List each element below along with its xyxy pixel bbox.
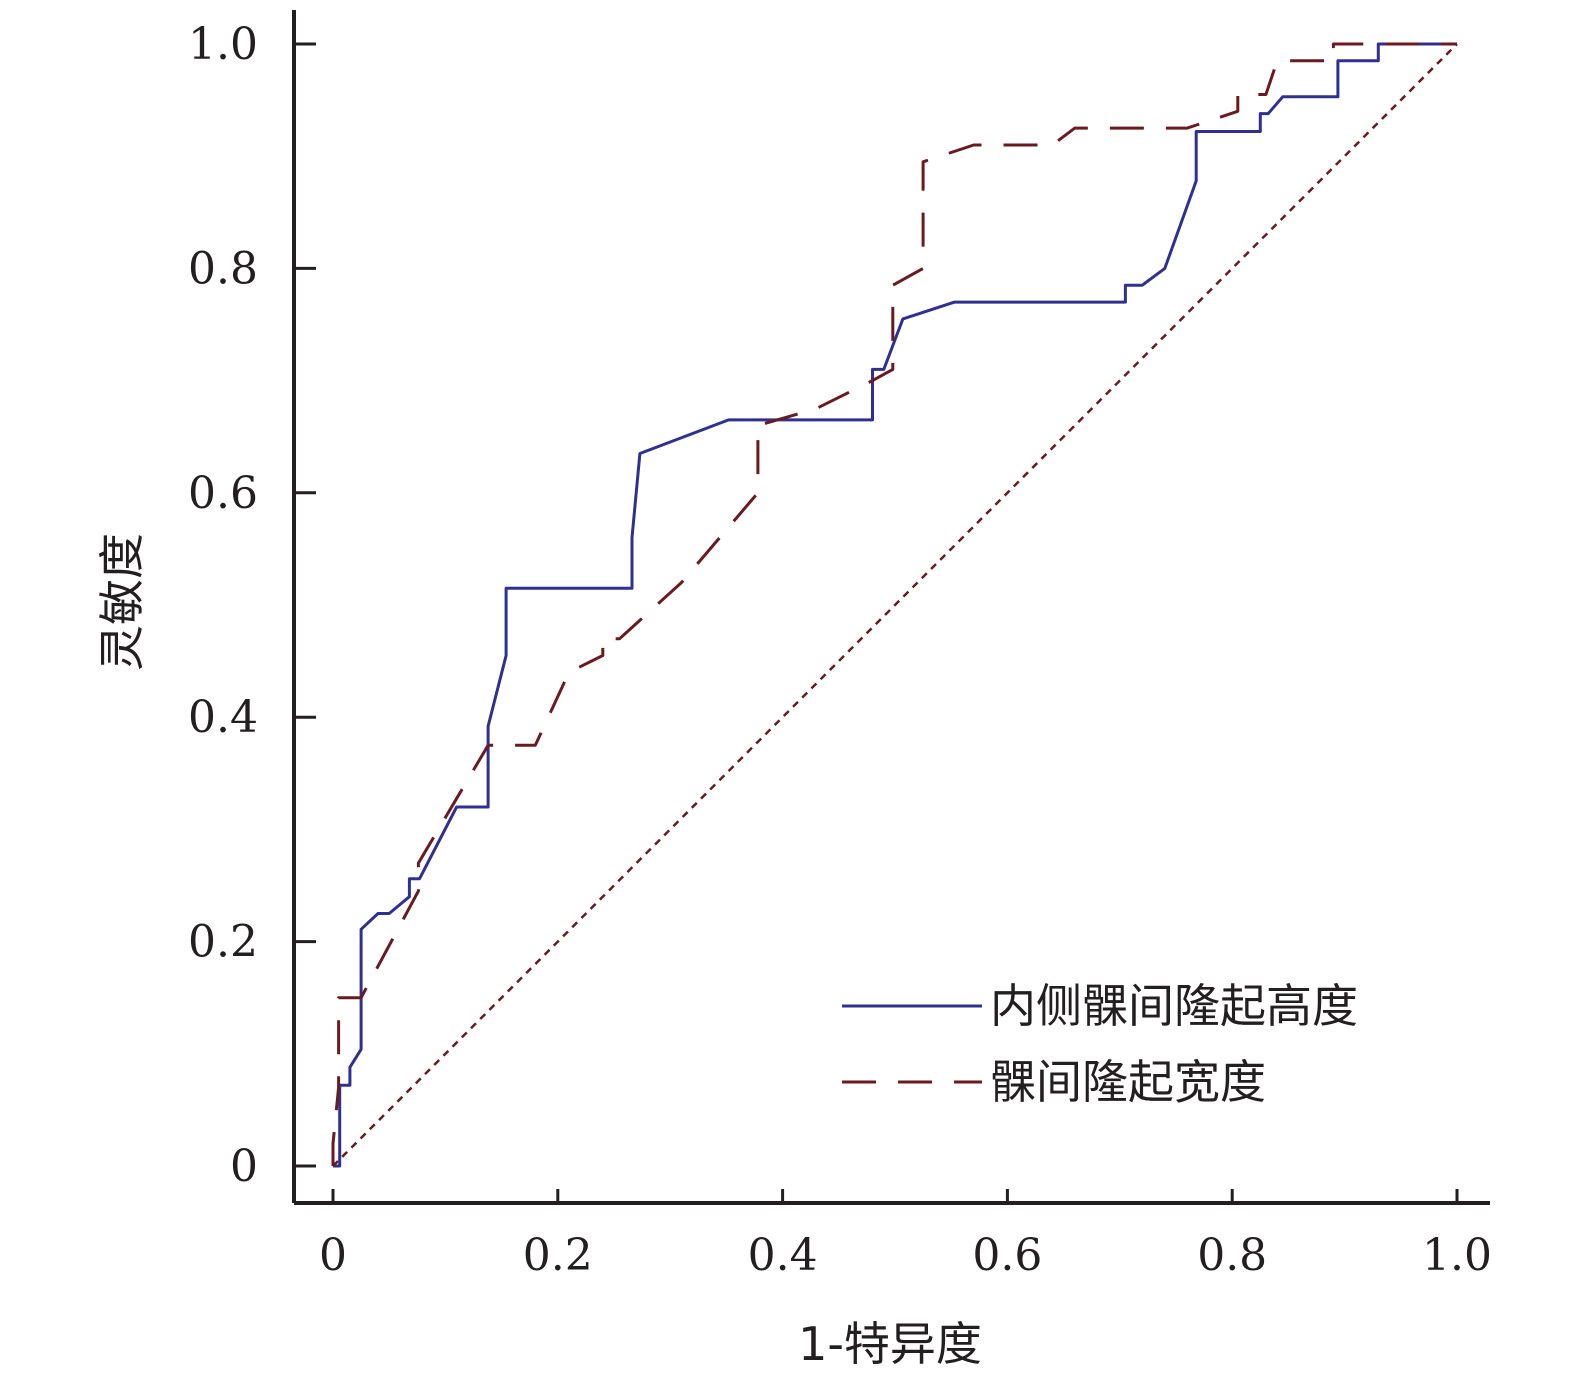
y-ticks: 0 0.2 0.4 0.6 0.8 1.0 [188, 19, 316, 1192]
x-tick-label: 0.6 [972, 1230, 1042, 1281]
x-tick-label: 1.0 [1422, 1230, 1492, 1281]
y-tick-label: 0.4 [188, 692, 258, 743]
y-tick-label: 1.0 [188, 19, 258, 70]
x-axis-title: 1-特异度 [798, 1317, 982, 1371]
series-line-height [333, 42, 1457, 1168]
x-ticks: 0 0.2 0.4 0.6 0.8 1.0 [319, 1189, 1492, 1281]
legend: 内侧髁间隆起高度 髁间隆起宽度 [842, 979, 1358, 1109]
series-line-width [331, 42, 1457, 1166]
series-layer [331, 42, 1458, 1168]
x-tick-label: 0 [319, 1230, 347, 1281]
x-tick-label: 0.8 [1197, 1230, 1267, 1281]
axes [292, 10, 1490, 1205]
legend-label-width: 髁间隆起宽度 [990, 1055, 1266, 1109]
y-tick-label: 0 [230, 1141, 258, 1192]
y-axis-title: 灵敏度 [95, 533, 149, 671]
y-tick-label: 0.8 [188, 243, 258, 294]
x-tick-label: 0.4 [748, 1230, 818, 1281]
reference-diagonal-line [332, 43, 1458, 1167]
x-tick-label: 0.2 [523, 1230, 593, 1281]
y-tick-label: 0.2 [188, 917, 258, 968]
legend-label-height: 内侧髁间隆起高度 [990, 979, 1358, 1033]
y-tick-label: 0.6 [188, 468, 258, 519]
